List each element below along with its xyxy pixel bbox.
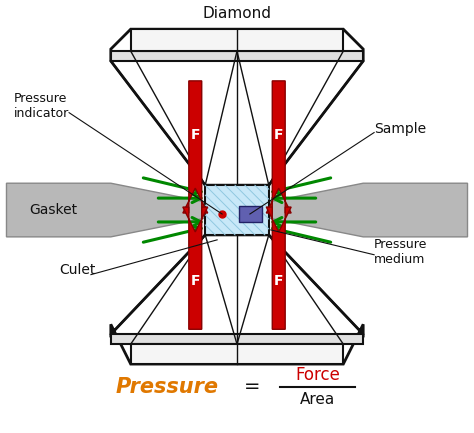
Polygon shape: [111, 29, 363, 185]
Text: Sample: Sample: [374, 122, 426, 136]
Text: Force: Force: [295, 366, 340, 384]
Text: F: F: [191, 274, 200, 288]
Polygon shape: [131, 344, 343, 364]
Text: F: F: [274, 128, 283, 142]
Polygon shape: [111, 235, 363, 364]
Polygon shape: [131, 29, 343, 51]
Polygon shape: [266, 81, 291, 213]
Text: F: F: [191, 128, 200, 142]
Text: =: =: [244, 378, 260, 396]
Text: Diamond: Diamond: [202, 6, 272, 21]
Text: Gasket: Gasket: [29, 203, 77, 217]
Text: Pressure
indicator: Pressure indicator: [13, 92, 69, 120]
Polygon shape: [111, 51, 363, 61]
Polygon shape: [183, 207, 208, 329]
Text: Pressure
medium: Pressure medium: [374, 238, 428, 266]
Text: Pressure: Pressure: [116, 377, 219, 397]
Text: F: F: [274, 274, 283, 288]
Polygon shape: [183, 81, 208, 213]
Polygon shape: [266, 207, 291, 329]
Polygon shape: [205, 185, 269, 235]
Polygon shape: [269, 183, 467, 237]
Polygon shape: [111, 334, 363, 344]
Text: Area: Area: [300, 392, 335, 407]
Polygon shape: [7, 183, 205, 237]
Text: Culet: Culet: [59, 263, 96, 277]
Polygon shape: [239, 206, 262, 222]
